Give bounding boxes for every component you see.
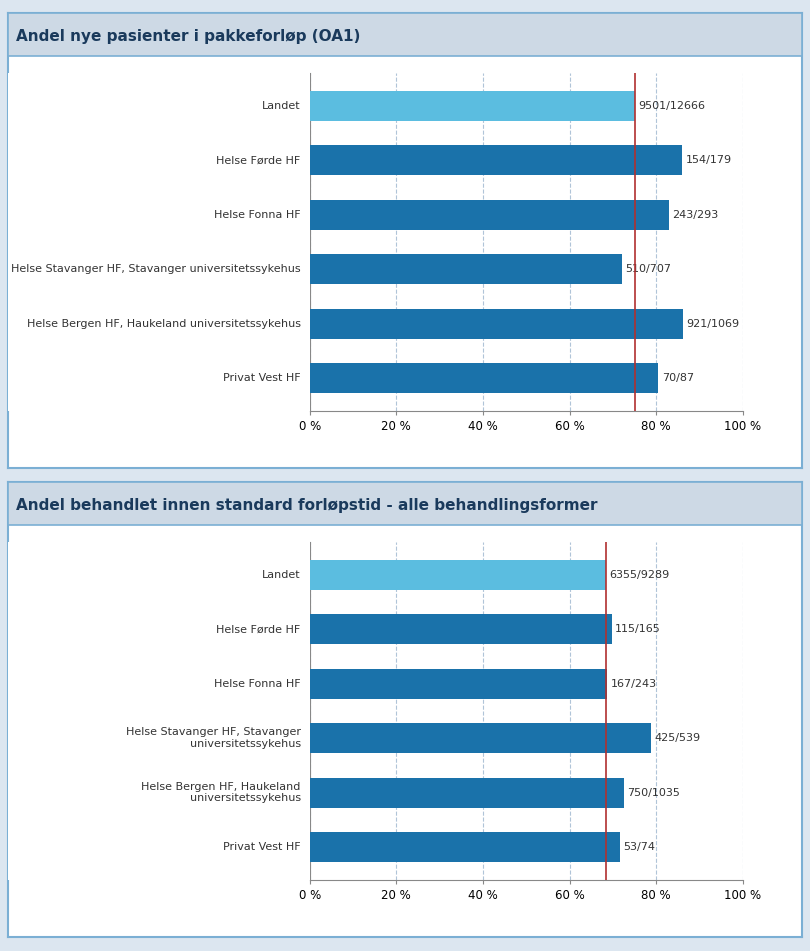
Text: Helse Bergen HF, Haukeland
universitetssykehus: Helse Bergen HF, Haukeland universitetss… <box>141 782 301 804</box>
Text: Andel behandlet innen standard forløpstid - alle behandlingsformer: Andel behandlet innen standard forløpsti… <box>16 498 598 514</box>
Text: Helse Bergen HF, Haukeland universitetssykehus: Helse Bergen HF, Haukeland universitetss… <box>27 319 301 329</box>
Text: 510/707: 510/707 <box>625 264 671 274</box>
Text: 53/74: 53/74 <box>624 842 655 852</box>
Bar <box>309 363 659 393</box>
Bar <box>309 832 620 862</box>
Bar <box>309 669 608 699</box>
Text: Andel nye pasienter i pakkeforløp (OA1): Andel nye pasienter i pakkeforløp (OA1) <box>16 29 360 45</box>
Bar <box>309 560 606 590</box>
Bar <box>309 146 682 175</box>
Text: Helse Stavanger HF, Stavanger
universitetssykehus: Helse Stavanger HF, Stavanger universite… <box>126 728 301 748</box>
Bar <box>309 614 612 644</box>
Text: 154/179: 154/179 <box>686 155 732 165</box>
Text: Helse Førde HF: Helse Førde HF <box>216 155 301 165</box>
Bar <box>309 309 683 339</box>
Text: 167/243: 167/243 <box>611 679 657 689</box>
Bar <box>309 723 651 753</box>
Text: Helse Fonna HF: Helse Fonna HF <box>214 679 301 689</box>
Text: Landet: Landet <box>262 570 301 580</box>
Text: Landet: Landet <box>262 101 301 111</box>
Text: 921/1069: 921/1069 <box>686 319 740 329</box>
Text: 750/1035: 750/1035 <box>627 787 680 798</box>
Text: 6355/9289: 6355/9289 <box>610 570 670 580</box>
Text: 9501/12666: 9501/12666 <box>638 101 706 111</box>
Bar <box>309 254 622 284</box>
Text: 70/87: 70/87 <box>662 373 694 383</box>
Text: Privat Vest HF: Privat Vest HF <box>223 842 301 852</box>
Text: Helse Førde HF: Helse Førde HF <box>216 624 301 634</box>
Text: 243/293: 243/293 <box>672 210 718 220</box>
Bar <box>309 200 669 230</box>
Text: 425/539: 425/539 <box>654 733 701 743</box>
Text: Helse Stavanger HF, Stavanger universitetssykehus: Helse Stavanger HF, Stavanger universite… <box>11 264 301 274</box>
Text: Privat Vest HF: Privat Vest HF <box>223 373 301 383</box>
Text: Helse Fonna HF: Helse Fonna HF <box>214 210 301 220</box>
Bar <box>309 778 624 807</box>
Text: 115/165: 115/165 <box>615 624 661 634</box>
Bar <box>309 91 635 121</box>
